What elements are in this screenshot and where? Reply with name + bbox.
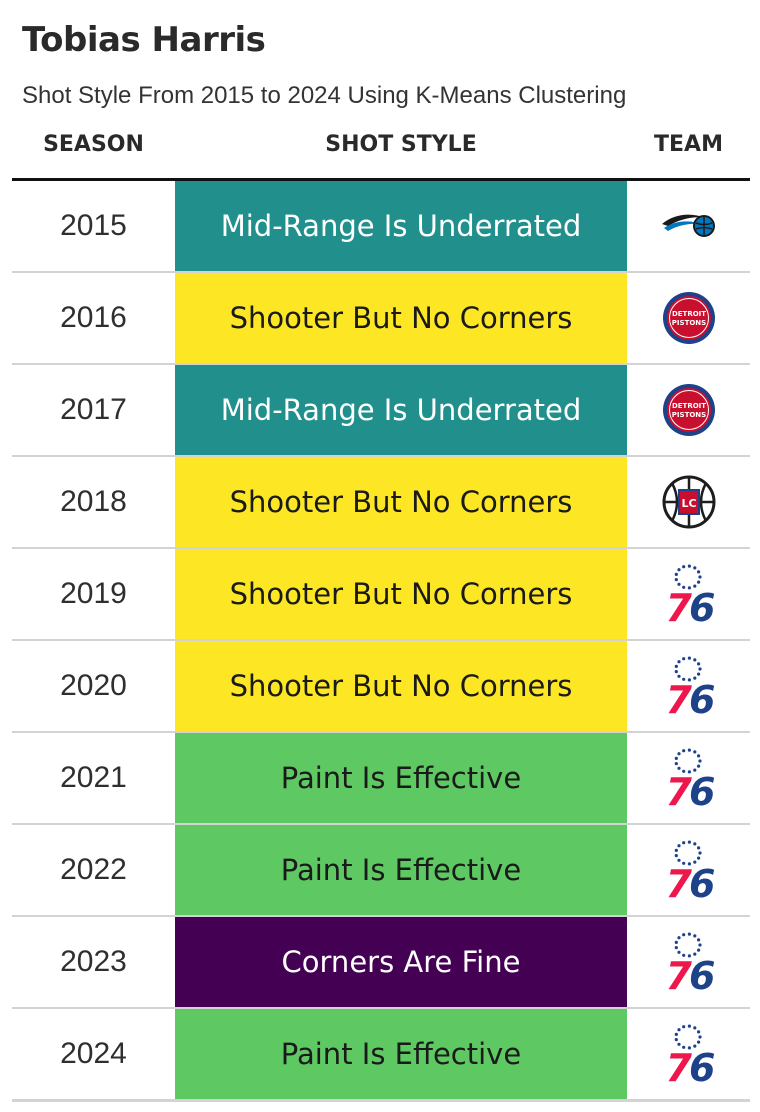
team-cell: 76 6 [627, 825, 750, 915]
season-cell: 2024 [60, 1037, 127, 1070]
sixers-logo-icon: 76 6 [665, 932, 718, 993]
season-cell: 2017 [60, 393, 127, 426]
column-header-team: TEAM [654, 132, 723, 157]
svg-text:76: 76 [665, 678, 714, 717]
shot-style-cell: Paint Is Effective [175, 1009, 627, 1099]
team-cell: 76 6 [627, 549, 750, 639]
season-cell: 2021 [60, 761, 127, 794]
table-row: 2019 Shooter But No Corners 76 6 [12, 549, 750, 641]
svg-text:LC: LC [681, 497, 696, 510]
column-header-shot-style: SHOT STYLE [325, 132, 477, 157]
shot-style-cell: Paint Is Effective [175, 825, 627, 915]
team-cell: 76 6 [627, 917, 750, 1007]
pistons-logo-icon: DETROIT PISTONS [662, 292, 715, 344]
shot-style-cell: Mid-Range Is Underrated [175, 365, 627, 455]
header-divider [12, 178, 750, 181]
table-body: 2015 Mid-Range Is Underrated 2016 Shoote… [12, 181, 750, 1102]
season-cell: 2015 [60, 209, 127, 242]
sixers-logo-icon: 76 6 [665, 656, 718, 717]
svg-text:76: 76 [665, 954, 714, 993]
team-cell [627, 181, 750, 271]
season-cell: 2018 [60, 485, 127, 518]
svg-text:76: 76 [665, 1046, 714, 1085]
svg-text:76: 76 [665, 770, 714, 809]
table-row: 2015 Mid-Range Is Underrated [12, 181, 750, 273]
team-cell: DETROIT PISTONS [627, 273, 750, 363]
season-cell: 2022 [60, 853, 127, 886]
svg-text:76: 76 [665, 862, 714, 901]
svg-text:PISTONS: PISTONS [671, 411, 705, 419]
sixers-logo-icon: 76 6 [665, 564, 718, 625]
page-subtitle: Shot Style From 2015 to 2024 Using K-Mea… [22, 82, 627, 109]
table-row: 2016 Shooter But No Corners DETROIT PIST… [12, 273, 750, 365]
table-row: 2023 Corners Are Fine 76 6 [12, 917, 750, 1009]
season-cell: 2016 [60, 301, 127, 334]
team-cell: 76 6 [627, 733, 750, 823]
sixers-logo-icon: 76 6 [665, 1024, 718, 1085]
pistons-logo-icon: DETROIT PISTONS [662, 384, 715, 436]
sixers-logo-icon: 76 6 [665, 748, 718, 809]
team-cell: 76 6 [627, 641, 750, 731]
shot-style-cell: Shooter But No Corners [175, 549, 627, 639]
team-cell: 76 6 [627, 1009, 750, 1099]
table-row: 2022 Paint Is Effective 76 6 [12, 825, 750, 917]
magic-logo-icon [661, 214, 715, 237]
table-row: 2021 Paint Is Effective 76 6 [12, 733, 750, 825]
team-cell: LC [627, 457, 750, 547]
sixers-logo-icon: 76 6 [665, 840, 718, 901]
shot-style-cell: Corners Are Fine [175, 917, 627, 1007]
table-header: SEASON SHOT STYLE TEAM [12, 130, 750, 176]
svg-text:76: 76 [665, 586, 714, 625]
team-cell: DETROIT PISTONS [627, 365, 750, 455]
season-cell: 2023 [60, 945, 127, 978]
svg-text:PISTONS: PISTONS [671, 319, 705, 327]
table-row: 2018 Shooter But No Corners LC [12, 457, 750, 549]
svg-text:DETROIT: DETROIT [671, 402, 705, 410]
clippers-logo-icon: LC [662, 475, 715, 529]
page-title: Tobias Harris [22, 20, 266, 60]
svg-text:DETROIT: DETROIT [671, 310, 705, 318]
table-row: 2017 Mid-Range Is Underrated DETROIT PIS… [12, 365, 750, 457]
table-row: 2020 Shooter But No Corners 76 6 [12, 641, 750, 733]
column-header-season: SEASON [43, 132, 144, 157]
shot-style-cell: Shooter But No Corners [175, 641, 627, 731]
shot-style-cell: Mid-Range Is Underrated [175, 181, 627, 271]
season-cell: 2019 [60, 577, 127, 610]
shot-style-cell: Shooter But No Corners [175, 457, 627, 547]
table-row: 2024 Paint Is Effective 76 6 [12, 1009, 750, 1102]
season-cell: 2020 [60, 669, 127, 702]
shot-style-cell: Paint Is Effective [175, 733, 627, 823]
shot-style-cell: Shooter But No Corners [175, 273, 627, 363]
